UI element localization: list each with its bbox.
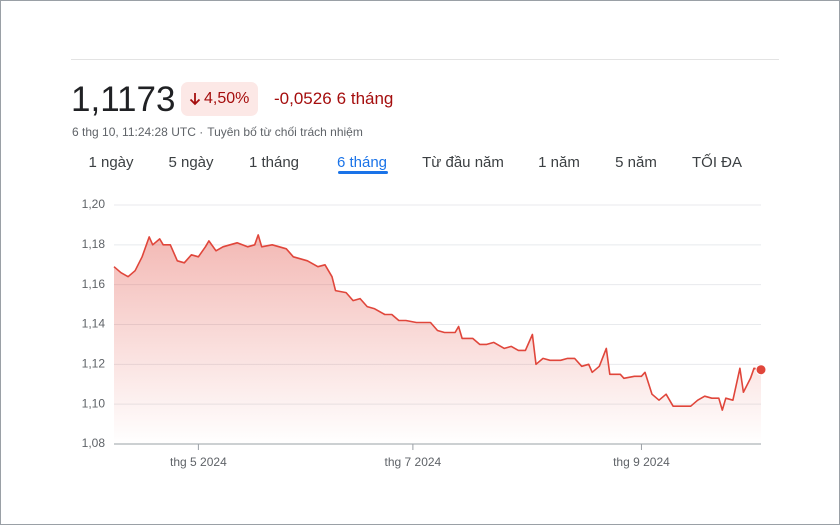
range-tab[interactable]: 1 tháng (248, 154, 300, 171)
range-tab[interactable]: 1 ngày (88, 154, 134, 171)
change-value: -0,0526 (274, 89, 332, 108)
area (114, 234, 761, 444)
y-tick-label: 1,20 (82, 197, 106, 211)
range-tab[interactable]: 5 năm (615, 154, 657, 171)
disclaimer-link[interactable]: Tuyên bố từ chối trách nhiệm (207, 125, 363, 139)
timestamp: 6 thg 10, 11:24:28 UTC · (72, 125, 204, 139)
y-tick-label: 1,08 (82, 436, 106, 450)
range-tab[interactable]: TỐI ĐA (691, 154, 743, 171)
x-tick-label: thg 9 2024 (613, 455, 670, 469)
change-percent: 4,50% (204, 90, 250, 107)
y-tick-label: 1,16 (82, 277, 106, 291)
range-tab[interactable]: Từ đầu năm (422, 154, 504, 171)
y-tick-label: 1,14 (82, 317, 106, 331)
range-tab[interactable]: 5 ngày (168, 154, 214, 171)
y-tick-label: 1,10 (82, 396, 106, 410)
x-tick-label: thg 7 2024 (385, 455, 442, 469)
change-badge: 4,50% (181, 82, 259, 116)
separator (71, 59, 779, 60)
change: -0,0526 6 tháng (274, 89, 393, 109)
range-tab[interactable]: 1 năm (538, 154, 580, 171)
line (113, 234, 762, 411)
price: 1,1173 (71, 80, 176, 119)
change-period: 6 tháng (336, 89, 394, 108)
timestamp-line: 6 thg 10, 11:24:28 UTC · Tuyên bố từ chối… (72, 125, 363, 139)
down-arrow-icon (189, 93, 201, 106)
last-point (755, 364, 767, 376)
range-tab[interactable]: 6 tháng (336, 154, 388, 171)
active-tab-underline (337, 171, 389, 174)
y-tick-label: 1,12 (82, 357, 106, 371)
x-tick-label: thg 5 2024 (170, 455, 227, 469)
y-tick-label: 1,18 (82, 237, 106, 251)
